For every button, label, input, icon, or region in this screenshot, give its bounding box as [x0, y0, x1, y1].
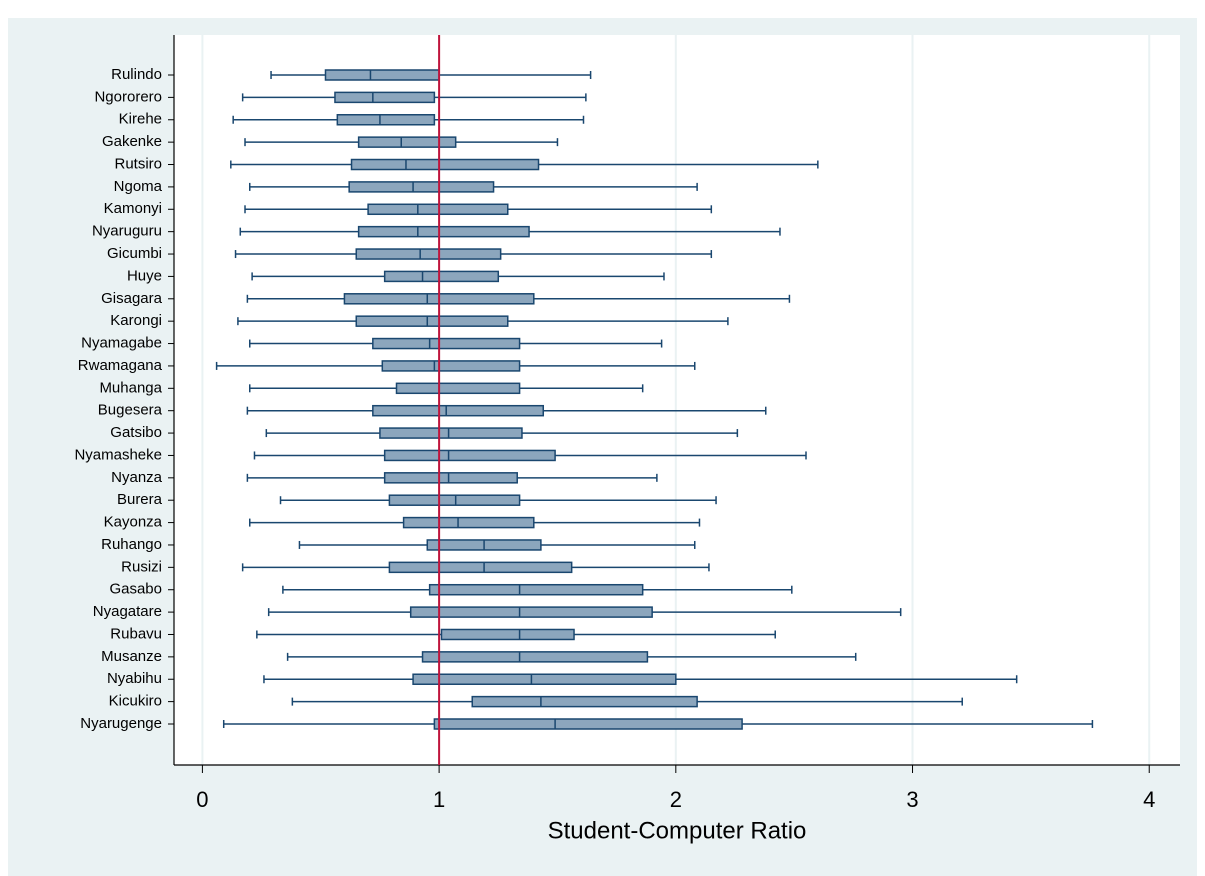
- box: [357, 225, 530, 238]
- y-tick-label: Rubavu: [110, 625, 162, 642]
- y-tick-label: Rusizi: [121, 558, 162, 575]
- y-tick-label: Ngoma: [114, 178, 163, 195]
- x-tick-label: 2: [670, 787, 682, 812]
- box: [383, 270, 500, 283]
- y-tick-label: Nyaruguru: [92, 223, 162, 240]
- box: [372, 404, 545, 417]
- box: [433, 718, 743, 730]
- x-tick-label: 0: [196, 787, 208, 812]
- y-tick-label: Gatsibo: [110, 424, 162, 441]
- box: [409, 606, 653, 618]
- box: [348, 181, 495, 193]
- box: [383, 449, 556, 462]
- y-tick-label: Ngororero: [94, 88, 162, 105]
- y-tick-label: Kayonza: [104, 514, 163, 531]
- y-tick-label: Kirehe: [119, 111, 162, 128]
- box: [395, 382, 521, 395]
- box: [350, 158, 540, 171]
- box: [440, 628, 575, 641]
- box: [471, 695, 698, 708]
- box: [412, 673, 677, 685]
- y-tick-label: Gisagara: [101, 290, 163, 307]
- box: [388, 494, 521, 506]
- y-tick-label: Burera: [117, 491, 163, 508]
- y-tick-label: Musanze: [101, 648, 162, 665]
- y-tick-label: Rwamagana: [78, 357, 163, 374]
- y-tick-label: Bugesera: [98, 402, 163, 419]
- y-tick-label: Kicukiro: [109, 693, 162, 710]
- box: [379, 427, 523, 439]
- y-tick-label: Ruhango: [101, 536, 162, 553]
- y-tick-label: Gicumbi: [107, 245, 162, 262]
- x-tick-label: 1: [433, 787, 445, 812]
- y-tick-label: Gasabo: [109, 581, 162, 598]
- y-tick-label: Gakenke: [102, 133, 162, 150]
- y-tick-label: Muhanga: [99, 379, 162, 396]
- y-tick-label: Nyagatare: [93, 603, 162, 620]
- y-tick-label: Nyamasheke: [74, 446, 162, 463]
- x-tick-label: 4: [1143, 787, 1155, 812]
- y-tick-label: Kamonyi: [104, 200, 162, 217]
- box: [355, 248, 502, 260]
- y-tick-label: Rulindo: [111, 66, 162, 83]
- y-tick-label: Nyarugenge: [80, 715, 162, 732]
- box: [421, 651, 649, 663]
- y-tick-label: Huye: [127, 267, 162, 284]
- box: [324, 69, 440, 81]
- y-tick-label: Nyabihu: [107, 670, 162, 687]
- box: [383, 472, 518, 484]
- plot-background: [174, 35, 1180, 765]
- y-tick-label: Karongi: [110, 312, 162, 329]
- y-tick-label: Nyamagabe: [81, 335, 162, 352]
- box: [334, 91, 436, 104]
- box: [402, 516, 535, 529]
- y-tick-label: Nyanza: [111, 469, 163, 486]
- box: [381, 360, 521, 372]
- box: [357, 136, 457, 148]
- box: [367, 203, 509, 216]
- box: [372, 337, 521, 350]
- box: [388, 561, 573, 574]
- box: [336, 114, 436, 126]
- y-tick-label: Rutsiro: [114, 155, 162, 172]
- box: [428, 583, 644, 596]
- x-axis-label: Student-Computer Ratio: [548, 817, 807, 844]
- box: [355, 315, 509, 327]
- x-tick-label: 3: [906, 787, 918, 812]
